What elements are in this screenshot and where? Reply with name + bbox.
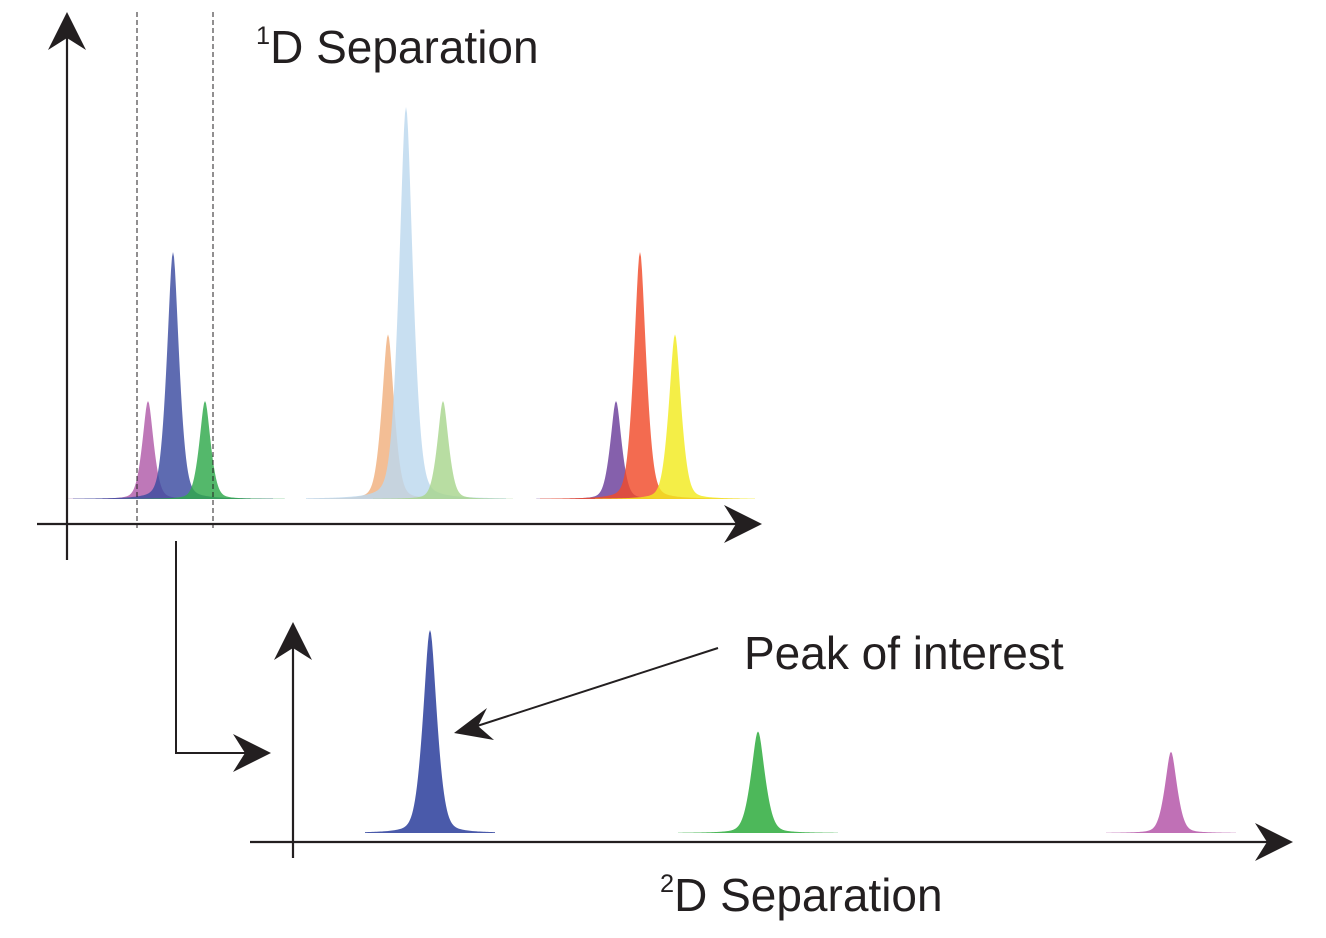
x-axis-1d-arrowhead <box>724 505 762 543</box>
peak-yellow <box>595 334 755 499</box>
title-1d-superscript: 1 <box>256 22 271 51</box>
peak-green <box>678 731 838 833</box>
y-axis-1d-arrowhead <box>48 12 86 50</box>
peak-magenta <box>68 401 228 499</box>
pointer-arrowhead <box>454 708 494 740</box>
y-axis-2d-arrowhead <box>274 622 312 660</box>
title-2d-separation: 2D Separation <box>660 868 943 922</box>
peak-light-green <box>373 401 513 499</box>
title-1d-separation: 1D Separation <box>256 20 539 74</box>
peak-red <box>540 252 740 499</box>
peak-of-interest-pointer <box>454 647 719 740</box>
connector-line <box>175 541 250 754</box>
peak-peach <box>308 334 468 499</box>
pointer-line <box>473 647 719 728</box>
x-axis-2d-arrowhead <box>1255 823 1293 861</box>
peaks-2d-group <box>365 630 1236 833</box>
peaks-1d-group <box>68 107 755 499</box>
peak-dark-blue <box>73 252 273 499</box>
peak-magenta <box>1106 751 1236 833</box>
title-1d-text: D Separation <box>270 21 539 73</box>
peak-light-blue <box>306 107 506 499</box>
title-2d-text: D Separation <box>674 869 943 921</box>
peak-green <box>125 401 285 499</box>
title-2d-superscript: 2 <box>660 870 675 899</box>
peak-purple <box>536 401 696 499</box>
connector-arrowhead <box>233 734 271 772</box>
panel-2d <box>250 622 1293 861</box>
peak-blue <box>365 630 495 833</box>
panel-1d <box>37 12 762 560</box>
peak-of-interest-label: Peak of interest <box>744 627 1064 679</box>
transfer-connector <box>175 541 271 772</box>
